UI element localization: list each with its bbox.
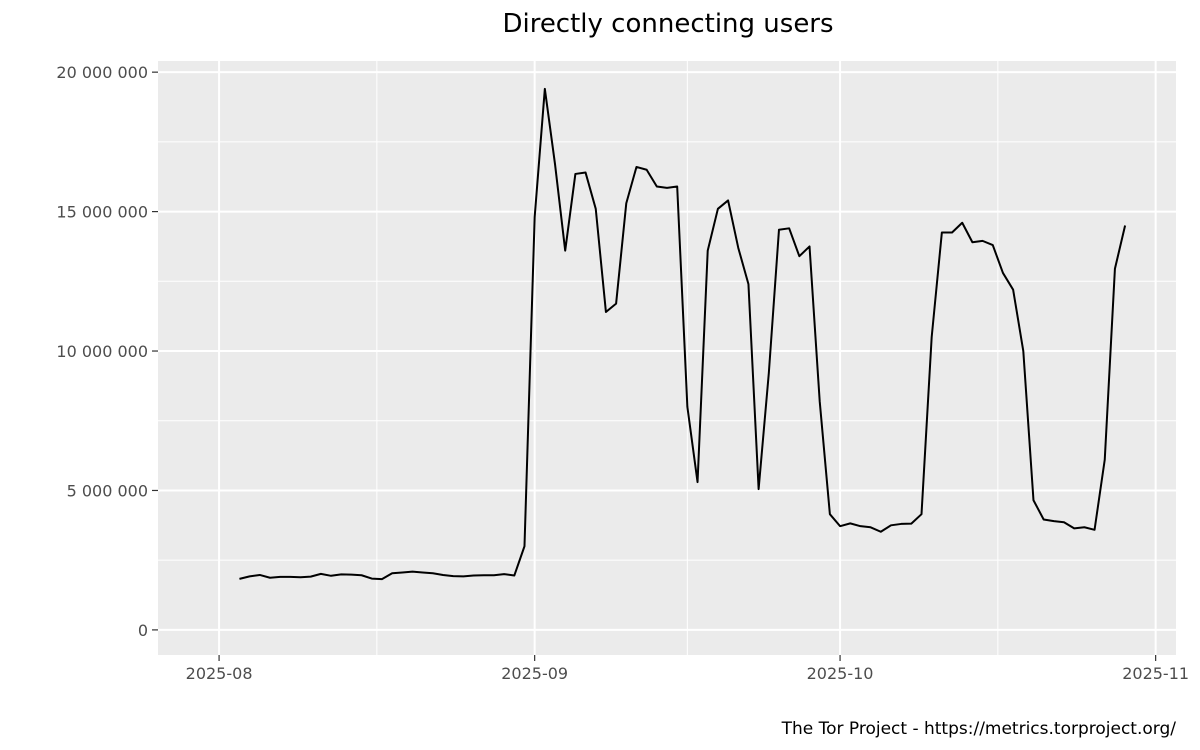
- chart-title: Directly connecting users: [502, 9, 833, 39]
- x-tick-label: 2025-09: [501, 664, 568, 683]
- y-tick-label: 10 000 000: [56, 342, 148, 361]
- x-tick-label: 2025-08: [186, 664, 253, 683]
- minor-gridlines: [158, 61, 1176, 655]
- y-tick-label: 20 000 000: [56, 63, 148, 82]
- x-tick-label: 2025-11: [1122, 664, 1189, 683]
- y-tick-label: 5 000 000: [67, 481, 148, 500]
- y-tick-label: 0: [138, 621, 148, 640]
- major-gridlines: [158, 61, 1176, 655]
- x-tick-label: 2025-10: [807, 664, 874, 683]
- plot-panel: [158, 61, 1176, 655]
- x-axis: 2025-08 2025-09 2025-10 2025-11: [186, 655, 1189, 683]
- series-line-directly-connecting-users: [239, 87, 1127, 581]
- y-axis: 0 5 000 000 10 000 000 15 000 000 20 000 000: [56, 63, 158, 640]
- y-tick-label: 15 000 000: [56, 203, 148, 222]
- chart-caption: The Tor Project - https://metrics.torpro…: [781, 719, 1177, 739]
